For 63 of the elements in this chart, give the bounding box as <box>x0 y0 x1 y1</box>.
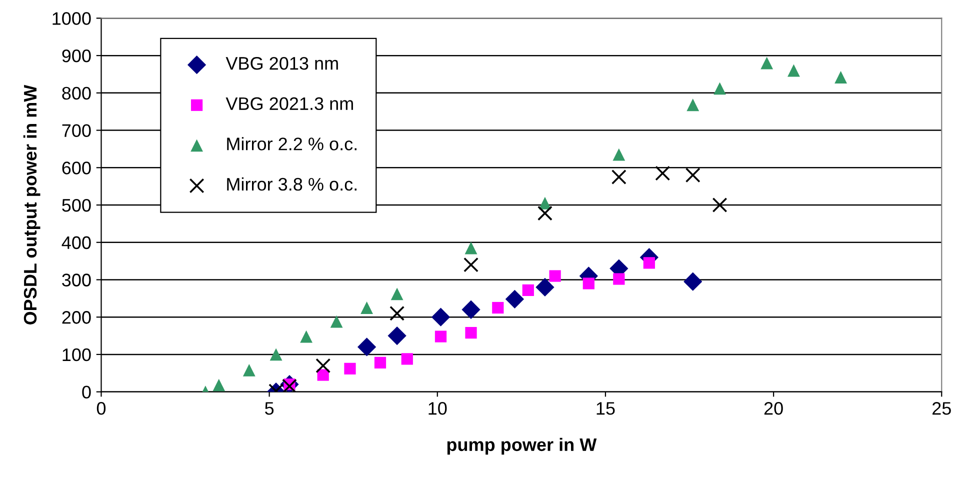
y-tick-label: 1000 <box>52 12 91 25</box>
y-tick-label: 500 <box>62 198 91 212</box>
point <box>655 166 670 181</box>
y-tick-label: 100 <box>62 348 91 362</box>
point <box>464 242 478 254</box>
x-tick-label: 25 <box>932 402 951 415</box>
x-tick-label: 5 <box>265 402 274 415</box>
point <box>465 326 477 339</box>
point <box>242 364 256 376</box>
point <box>760 56 774 70</box>
legend-label: VBG 2013 nm <box>226 56 338 70</box>
y-tick-label: 400 <box>62 236 91 250</box>
point <box>212 378 226 392</box>
point <box>712 198 728 213</box>
point <box>537 206 552 221</box>
y-tick-label: 200 <box>62 311 91 324</box>
point <box>611 169 626 184</box>
y-tick-label: 800 <box>62 86 91 100</box>
y-tick-label: 900 <box>62 50 91 62</box>
point <box>464 257 478 272</box>
y-tick-label: 300 <box>62 274 91 286</box>
point <box>357 338 376 356</box>
y-tick-label: 0 <box>82 386 91 399</box>
point <box>613 273 625 285</box>
point <box>388 326 406 346</box>
point <box>330 315 343 328</box>
point <box>492 302 504 314</box>
point <box>685 168 700 183</box>
point <box>684 272 702 291</box>
point <box>390 306 405 321</box>
point <box>536 278 554 297</box>
point <box>582 278 594 290</box>
point <box>714 82 726 95</box>
point <box>270 348 282 361</box>
x-tick-label: 0 <box>96 402 106 415</box>
point <box>401 353 413 365</box>
point <box>344 362 356 374</box>
x-tick-label: 15 <box>596 402 615 415</box>
legend-label: Mirror 3.8 % o.c. <box>227 177 356 191</box>
point <box>360 302 374 314</box>
x-tick-label: 20 <box>764 402 783 415</box>
y-tick-label: 600 <box>62 162 91 174</box>
point <box>462 300 480 319</box>
point <box>834 71 847 84</box>
point <box>300 330 312 343</box>
point <box>549 270 561 282</box>
point <box>374 356 386 368</box>
y-tick-label: 700 <box>62 124 91 138</box>
point <box>788 64 800 77</box>
point <box>431 308 450 326</box>
legend-label: Mirror 2.2 % o.c. <box>227 137 356 150</box>
legend-label: VBG 2021.3 nm <box>226 97 353 110</box>
point <box>390 288 404 300</box>
y-axis-title: OPSDL output power in mW <box>23 84 40 324</box>
point <box>316 358 331 374</box>
x-tick-label: 10 <box>428 402 447 415</box>
point <box>686 98 700 112</box>
x-axis-title: pump power in W <box>447 438 597 455</box>
point <box>643 257 655 269</box>
point <box>505 290 524 308</box>
point <box>434 330 447 342</box>
point <box>522 284 534 296</box>
point <box>612 148 626 161</box>
